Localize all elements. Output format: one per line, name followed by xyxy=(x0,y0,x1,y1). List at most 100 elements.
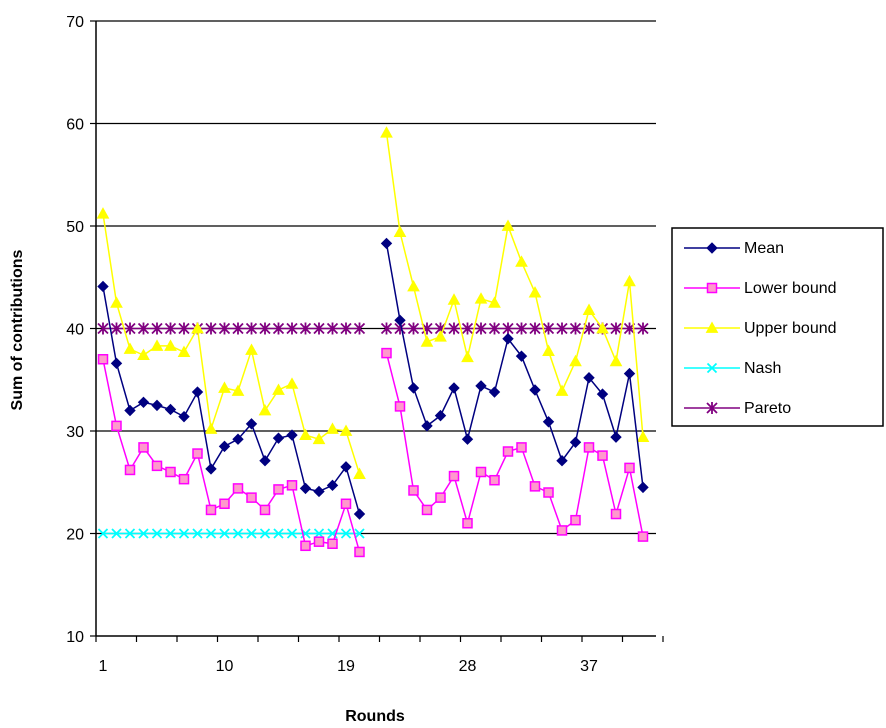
data-point xyxy=(258,403,272,416)
data-point xyxy=(191,386,204,398)
legend-label: Mean xyxy=(744,240,784,257)
data-point xyxy=(475,380,487,392)
data-point xyxy=(259,528,271,539)
data-point xyxy=(380,237,393,250)
data-point xyxy=(326,479,339,492)
data-point xyxy=(380,126,393,138)
data-point xyxy=(286,322,298,335)
data-point xyxy=(164,322,177,335)
data-point xyxy=(97,280,109,293)
data-point xyxy=(246,528,257,539)
data-point xyxy=(637,531,649,542)
data-point xyxy=(245,343,258,355)
data-point xyxy=(569,354,582,367)
legend: Mean Lower bound Upper bound Nash Pareto xyxy=(671,227,884,427)
x-tick-label: 28 xyxy=(459,658,477,675)
data-point xyxy=(178,473,190,485)
data-point xyxy=(286,429,298,441)
legend-item: Upper bound xyxy=(684,320,837,337)
data-point xyxy=(529,384,541,396)
data-point xyxy=(259,504,271,516)
data-point xyxy=(231,384,245,396)
data-point xyxy=(583,442,595,453)
data-point xyxy=(178,410,190,423)
data-point xyxy=(246,492,257,503)
data-point xyxy=(137,348,150,361)
data-point xyxy=(340,498,352,510)
data-point xyxy=(165,466,176,478)
data-point xyxy=(597,450,608,461)
data-point xyxy=(448,382,460,394)
series xyxy=(96,126,650,558)
data-point xyxy=(205,504,217,516)
data-point xyxy=(542,322,555,335)
data-point xyxy=(407,382,420,394)
data-point xyxy=(407,279,420,292)
data-point xyxy=(286,480,298,491)
data-point xyxy=(326,422,339,434)
data-point xyxy=(285,377,299,389)
data-point xyxy=(393,225,407,238)
data-point xyxy=(124,404,136,417)
data-point xyxy=(529,481,541,492)
data-point xyxy=(177,345,191,357)
data-point xyxy=(97,354,109,365)
legend-box xyxy=(671,227,884,427)
data-point xyxy=(273,528,284,539)
data-point xyxy=(596,321,609,334)
data-point xyxy=(123,342,137,354)
y-tick-label: 10 xyxy=(66,629,84,646)
data-point xyxy=(706,282,718,294)
series-line xyxy=(102,213,361,475)
y-ticks: 10 20 30 40 50 60 70 xyxy=(66,14,96,646)
data-point xyxy=(637,481,649,494)
series-line xyxy=(102,359,361,553)
data-point xyxy=(461,433,474,445)
data-point xyxy=(232,528,244,539)
data-point xyxy=(705,321,719,333)
data-point xyxy=(381,347,392,359)
legend-label: Lower bound xyxy=(744,280,837,297)
data-point xyxy=(583,371,595,384)
data-point xyxy=(164,339,177,351)
legend-item: Lower bound xyxy=(684,280,837,297)
data-point xyxy=(556,322,568,335)
gridlines xyxy=(96,20,656,535)
data-point xyxy=(245,322,258,335)
legend-label: Upper bound xyxy=(744,320,837,337)
data-point xyxy=(218,440,231,453)
data-point xyxy=(205,463,217,475)
data-point xyxy=(610,431,622,443)
data-point xyxy=(596,388,609,400)
data-point xyxy=(138,442,149,453)
data-point xyxy=(380,322,393,335)
data-point xyxy=(488,322,501,335)
data-point xyxy=(191,321,204,334)
series-nash xyxy=(97,528,365,539)
data-point xyxy=(637,322,649,335)
data-point xyxy=(434,330,447,342)
data-point xyxy=(327,538,338,549)
data-point xyxy=(218,381,231,393)
data-point xyxy=(569,436,582,448)
data-point xyxy=(407,322,420,335)
data-point xyxy=(353,508,366,520)
data-point xyxy=(354,528,365,539)
series-mean xyxy=(97,237,649,520)
data-point xyxy=(543,487,554,498)
data-point xyxy=(272,383,285,395)
data-point xyxy=(636,430,650,443)
data-point xyxy=(97,322,109,335)
y-tick-label: 60 xyxy=(66,117,84,134)
x-tick-label: 19 xyxy=(337,658,355,675)
data-point xyxy=(421,504,433,516)
data-point xyxy=(542,416,555,428)
y-tick-label: 40 xyxy=(66,322,84,339)
legend-item: Mean xyxy=(684,240,784,257)
data-point xyxy=(706,362,718,374)
data-point xyxy=(408,485,419,496)
data-point xyxy=(340,528,352,539)
x-axis-title: Rounds xyxy=(345,708,405,725)
data-point xyxy=(502,322,514,335)
data-point xyxy=(313,536,325,547)
